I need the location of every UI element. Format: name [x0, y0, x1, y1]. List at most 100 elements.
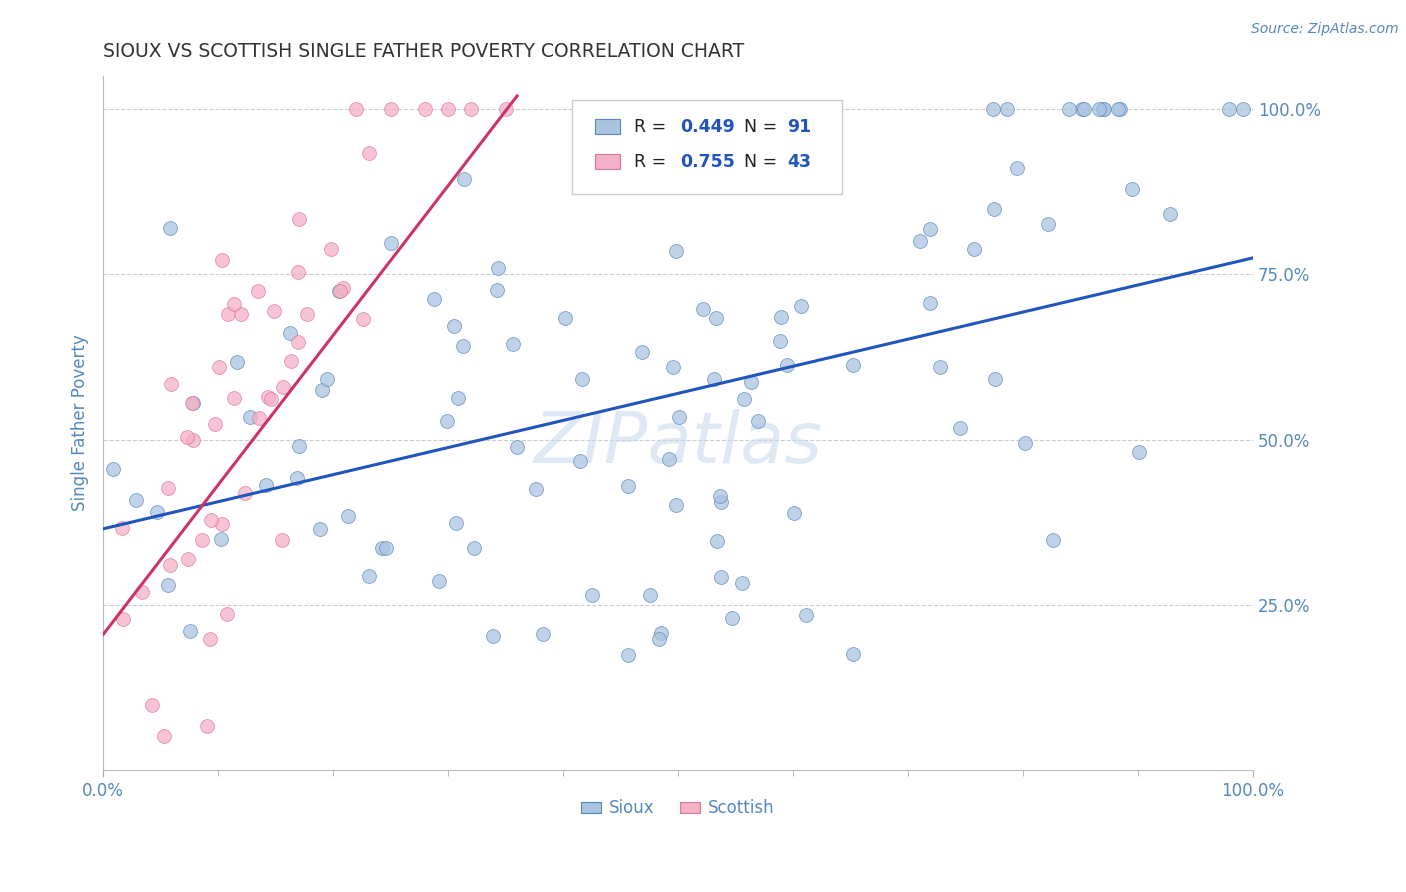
Point	[246, 284, 269, 298]
Point	[638, 589, 661, 603]
Point	[918, 222, 941, 236]
Point	[297, 307, 319, 321]
Point	[918, 295, 941, 310]
Point	[229, 307, 252, 321]
Point	[181, 434, 204, 448]
Point	[159, 220, 181, 235]
Point	[204, 417, 226, 431]
Point	[733, 392, 755, 407]
Point	[662, 360, 685, 375]
Point	[502, 337, 524, 351]
Point	[198, 632, 221, 646]
Text: 91: 91	[787, 118, 811, 136]
Point	[720, 610, 742, 624]
Point	[217, 607, 239, 622]
Point	[260, 392, 283, 406]
Point	[278, 326, 301, 341]
Point	[453, 339, 475, 353]
Point	[617, 479, 640, 493]
Point	[181, 396, 204, 410]
Point	[271, 380, 294, 394]
Point	[710, 570, 733, 584]
Point	[704, 310, 727, 325]
Point	[453, 172, 475, 186]
Point	[247, 411, 270, 425]
Point	[159, 558, 181, 573]
Point	[783, 506, 806, 520]
Text: R =: R =	[634, 118, 672, 136]
Point	[495, 102, 517, 116]
Point	[311, 383, 333, 397]
Point	[460, 102, 482, 116]
Point	[447, 391, 470, 405]
Point	[482, 629, 505, 643]
Point	[352, 311, 374, 326]
Point	[554, 311, 576, 326]
Point	[486, 261, 509, 276]
Point	[222, 391, 245, 405]
Point	[658, 452, 681, 467]
Point	[359, 145, 381, 160]
Point	[195, 719, 218, 733]
Point	[141, 698, 163, 712]
Point	[571, 178, 593, 193]
Point	[288, 439, 311, 453]
Point	[160, 376, 183, 391]
Point	[692, 302, 714, 317]
Point	[981, 102, 1004, 116]
Point	[668, 409, 690, 424]
Point	[233, 486, 256, 500]
Point	[703, 372, 725, 386]
Point	[1088, 102, 1111, 116]
Point	[329, 285, 352, 299]
Point	[371, 541, 394, 556]
Point	[1057, 102, 1080, 116]
Point	[1036, 217, 1059, 231]
Y-axis label: Single Father Poverty: Single Father Poverty	[72, 334, 89, 511]
Point	[315, 371, 337, 385]
Point	[531, 627, 554, 641]
Legend: Sioux, Scottish: Sioux, Scottish	[575, 793, 782, 824]
Text: 43: 43	[787, 153, 811, 170]
Point	[156, 578, 179, 592]
Point	[1121, 181, 1143, 195]
Point	[209, 532, 232, 546]
Text: R =: R =	[634, 153, 672, 170]
Point	[211, 516, 233, 531]
Text: 0.449: 0.449	[681, 118, 735, 136]
Point	[709, 489, 731, 503]
Point	[747, 414, 769, 428]
Point	[617, 648, 640, 663]
Point	[321, 242, 343, 256]
Point	[769, 334, 792, 348]
Point	[524, 482, 547, 496]
Point	[486, 283, 509, 297]
Point	[328, 284, 350, 298]
Point	[731, 575, 754, 590]
Point	[344, 102, 367, 116]
Point	[309, 522, 332, 536]
FancyBboxPatch shape	[572, 101, 842, 194]
Text: SIOUX VS SCOTTISH SINGLE FATHER POVERTY CORRELATION CHART: SIOUX VS SCOTTISH SINGLE FATHER POVERTY …	[103, 42, 744, 61]
Point	[256, 478, 278, 492]
Point	[131, 585, 153, 599]
Point	[280, 353, 302, 368]
Point	[287, 335, 309, 350]
Point	[1073, 102, 1095, 116]
Text: Source: ZipAtlas.com: Source: ZipAtlas.com	[1251, 22, 1399, 37]
Point	[1014, 435, 1036, 450]
Point	[176, 430, 198, 444]
Point	[1071, 102, 1094, 116]
Text: ZIPatlas: ZIPatlas	[533, 409, 823, 478]
Point	[380, 102, 402, 116]
Point	[437, 102, 460, 116]
Point	[156, 481, 179, 495]
Point	[1092, 102, 1115, 116]
Point	[337, 509, 360, 524]
Point	[191, 533, 214, 547]
Text: 0.755: 0.755	[681, 153, 735, 170]
Point	[631, 344, 654, 359]
Point	[949, 421, 972, 435]
Point	[1107, 102, 1129, 116]
Point	[111, 521, 134, 535]
